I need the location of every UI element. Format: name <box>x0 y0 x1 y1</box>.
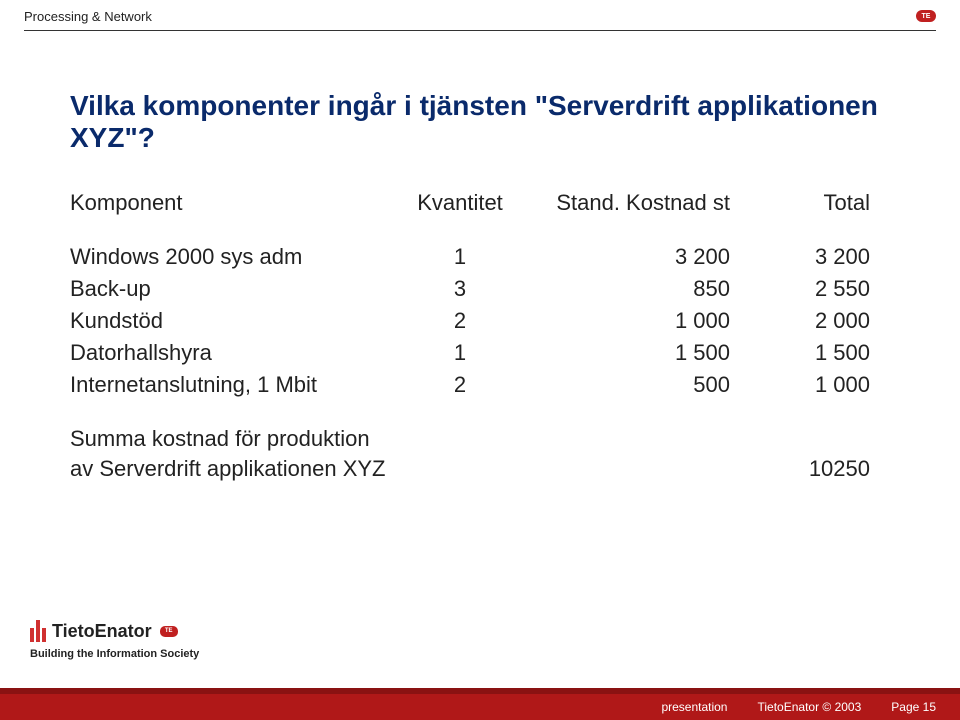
summary-block: Summa kostnad för produktion av Serverdr… <box>70 426 870 482</box>
cell-unit: 3 200 <box>550 244 730 270</box>
summary-line2: av Serverdrift applikationen XYZ <box>70 456 730 482</box>
header-bar: Processing & Network TE <box>0 0 960 32</box>
brand-chip-icon: TE <box>160 626 178 637</box>
brand-tagline: Building the Information Society <box>30 648 199 660</box>
header-section-text: Processing & Network <box>24 9 152 24</box>
table-header-row: Komponent Kvantitet Stand. Kostnad st To… <box>70 190 870 216</box>
cell-name: Back-up <box>70 276 370 302</box>
cell-name: Internetanslutning, 1 Mbit <box>70 372 370 398</box>
cell-total: 2 000 <box>730 308 870 334</box>
cell-name: Datorhallshyra <box>70 340 370 366</box>
cell-qty: 2 <box>370 308 550 334</box>
brand-logo: TietoEnator TE <box>30 620 199 642</box>
header-rule <box>24 30 936 31</box>
brand-bars-icon <box>30 620 46 642</box>
cell-total: 1 000 <box>730 372 870 398</box>
cell-unit: 1 500 <box>550 340 730 366</box>
cell-total: 3 200 <box>730 244 870 270</box>
col-kvantitet: Kvantitet <box>370 190 550 216</box>
table-row: Datorhallshyra 1 1 500 1 500 <box>70 340 870 366</box>
slide-title: Vilka komponenter ingår i tjänsten "Serv… <box>70 90 890 154</box>
col-total: Total <box>730 190 870 216</box>
brand-chip-icon: TE <box>916 10 936 22</box>
cell-qty: 3 <box>370 276 550 302</box>
summary-line1: Summa kostnad för produktion <box>70 426 730 452</box>
cell-total: 1 500 <box>730 340 870 366</box>
cell-total: 2 550 <box>730 276 870 302</box>
table-row: Kundstöd 2 1 000 2 000 <box>70 308 870 334</box>
cell-unit: 500 <box>550 372 730 398</box>
footer-text-block: presentation TietoEnator © 2003 Page 15 <box>637 694 960 720</box>
footer-brand-block: TietoEnator TE Building the Information … <box>30 620 199 660</box>
cell-name: Windows 2000 sys adm <box>70 244 370 270</box>
table-row: Windows 2000 sys adm 1 3 200 3 200 <box>70 244 870 270</box>
cell-unit: 850 <box>550 276 730 302</box>
cell-name: Kundstöd <box>70 308 370 334</box>
cell-qty: 1 <box>370 244 550 270</box>
table-row: Back-up 3 850 2 550 <box>70 276 870 302</box>
summary-row-1: Summa kostnad för produktion <box>70 426 870 452</box>
col-kostnad: Stand. Kostnad st <box>550 190 730 216</box>
summary-row-2: av Serverdrift applikationen XYZ 10250 <box>70 456 870 482</box>
col-komponent: Komponent <box>70 190 370 216</box>
cell-unit: 1 000 <box>550 308 730 334</box>
slide: Processing & Network TE Vilka komponente… <box>0 0 960 720</box>
footer-right: Page 15 <box>891 700 936 714</box>
table-row: Internetanslutning, 1 Mbit 2 500 1 000 <box>70 372 870 398</box>
cell-qty: 1 <box>370 340 550 366</box>
footer-center: TietoEnator © 2003 <box>757 700 861 714</box>
footer-left: presentation <box>661 700 727 714</box>
summary-total: 10250 <box>730 456 870 482</box>
brand-wordmark: TietoEnator <box>52 621 152 642</box>
cell-qty: 2 <box>370 372 550 398</box>
table-body: Windows 2000 sys adm 1 3 200 3 200 Back-… <box>70 244 870 398</box>
cost-table: Komponent Kvantitet Stand. Kostnad st To… <box>70 190 870 486</box>
